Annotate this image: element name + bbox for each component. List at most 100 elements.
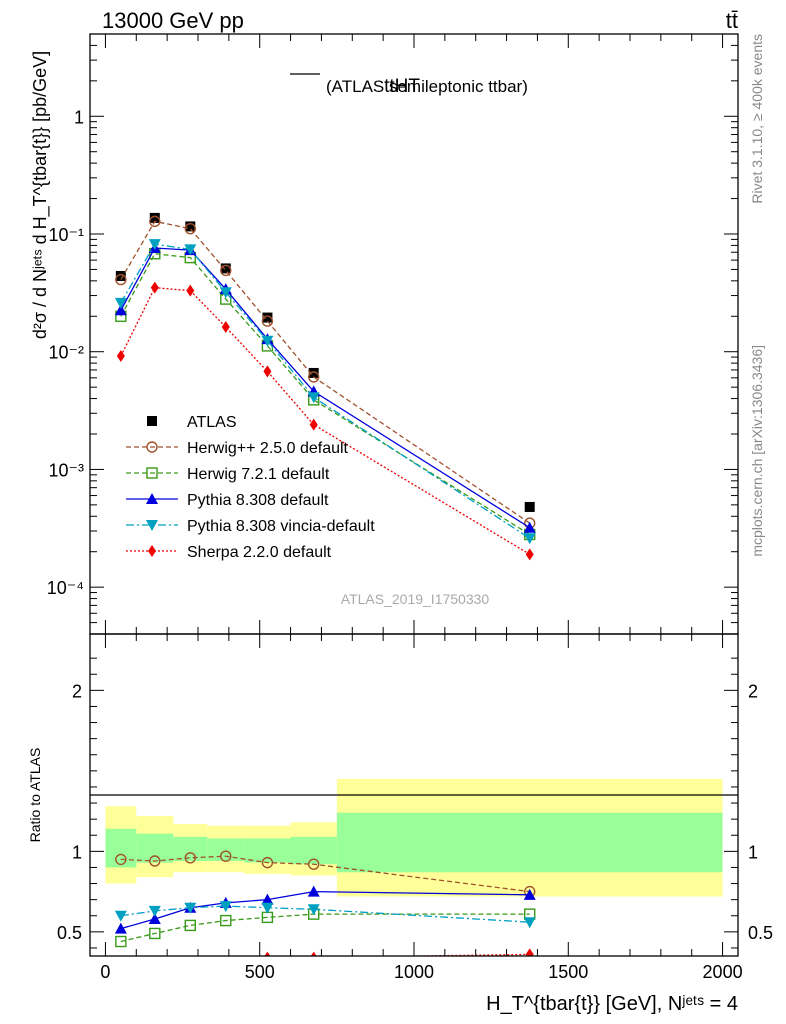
- main-series-point: [115, 273, 127, 286]
- ratio-inner-band: [336, 812, 723, 873]
- ratio-series-point: [184, 852, 196, 864]
- ratio-series-point: [523, 917, 536, 929]
- main-series-point: [186, 284, 195, 297]
- main-series-point: [184, 244, 197, 256]
- main-series-point: [261, 335, 274, 347]
- legend-marker: [147, 416, 157, 426]
- main-series-point: [184, 222, 196, 235]
- x-tick-label: 500: [245, 962, 275, 982]
- x-tick-label: 1500: [548, 962, 588, 982]
- ratio-series-point: [310, 951, 317, 956]
- y-axis-label-ratio: Ratio to ATLAS: [27, 748, 43, 843]
- ratio-series-point: [186, 961, 194, 973]
- main-y-tick-label: 1: [74, 107, 84, 127]
- main-series-point: [263, 365, 272, 378]
- main-y-tick-label: 10⁻¹: [48, 225, 84, 245]
- ratio-axis-ticks: 2 2 1 1 0.5 0.5: [57, 657, 773, 949]
- ratio-series-line: [120, 905, 530, 923]
- main-series-point: [309, 418, 318, 431]
- main-y-tick-label: 10⁻²: [48, 343, 84, 363]
- energy-label: 13000 GeV pp: [102, 8, 244, 33]
- legend-label: Sherpa 2.2.0 default: [187, 544, 332, 561]
- main-series-point: [219, 287, 232, 299]
- ratio-series-point: [117, 973, 125, 985]
- x-tick-label: 0: [100, 962, 110, 982]
- legend-label: ATLAS: [187, 414, 237, 431]
- main-y-tick-label: 10⁻⁴: [47, 578, 84, 598]
- ratio-series-point: [523, 888, 536, 900]
- x-tick-label: 2000: [703, 962, 743, 982]
- ratio-series-point: [222, 956, 230, 968]
- main-series-line: [120, 220, 531, 524]
- ratio-series-point: [149, 855, 161, 867]
- main-series-line: [120, 253, 531, 536]
- ratio-series-point: [261, 902, 274, 914]
- ratio-series-point: [148, 905, 161, 917]
- ratio-series-point: [148, 912, 161, 924]
- main-series-point: [308, 371, 320, 383]
- main-series-point: [524, 501, 535, 512]
- main-panel: 1 10⁻¹ 10⁻² 10⁻³ 10⁻⁴ ttHT (ATLAS semilepton…: [47, 33, 739, 635]
- main-series-point: [185, 221, 196, 232]
- ratio-series-line: [378, 953, 530, 956]
- ratio-series-point: [149, 927, 161, 940]
- main-curves: [114, 212, 536, 561]
- ratio-series-point: [219, 901, 232, 913]
- legend: ATLAS Herwig++ 2.5.0 default Herwig 7.2.1 …: [126, 414, 375, 561]
- main-series-line: [120, 247, 531, 529]
- main-series-point: [308, 367, 319, 378]
- x-axis-label: H_T^{tbar{t}} [GeV], Nʲᵉᵗˢ = 4: [486, 993, 738, 1015]
- main-series-point: [116, 349, 125, 362]
- side-mcplots-label: mcplots.cern.ch [arXiv:1306.3436]: [749, 345, 765, 557]
- ratio-panel: 2 2 1 1 0.5 0.5 0 500 1000 1500 2000: [57, 633, 773, 985]
- ratio-series-line: [120, 855, 530, 893]
- ratio-inner-band: [207, 838, 245, 862]
- ratio-series-point: [114, 922, 127, 934]
- analysis-id: ATLAS_2019_I1750330: [341, 591, 490, 607]
- main-series-point: [221, 321, 230, 334]
- ratio-series-point: [220, 850, 232, 862]
- ratio-uncertainty-bands: [105, 778, 723, 897]
- ratio-inner-band: [136, 833, 174, 863]
- y-axis-label-main: d²σ / d Nʲᵉᵗˢ d H_T^{tbar{t}} [pb/GeV]: [30, 51, 51, 339]
- legend-marker: [146, 467, 158, 479]
- ratio-series-point: [114, 910, 127, 922]
- main-series-point: [262, 312, 273, 323]
- ratio-series-point: [151, 966, 159, 978]
- ratio-series-point: [115, 935, 127, 948]
- ratio-y-tick-label-right: 2: [748, 681, 758, 701]
- ratio-series-point: [261, 893, 274, 905]
- main-axis-ticks: 1 10⁻¹ 10⁻² 10⁻³ 10⁻⁴: [47, 33, 738, 635]
- main-series-point: [114, 304, 127, 316]
- main-series-point: [523, 521, 536, 533]
- ratio-series-point: [184, 919, 196, 932]
- main-series-point: [115, 270, 126, 281]
- ratio-inner-band: [105, 828, 137, 868]
- legend-marker: [146, 493, 158, 504]
- ratio-curves: [114, 850, 536, 985]
- main-series-point: [148, 239, 161, 251]
- ratio-y-tick-label: 1: [72, 842, 82, 862]
- legend-marker: [146, 520, 158, 531]
- legend-label: Pythia 8.308 vincia-default: [187, 518, 375, 535]
- main-series-point: [149, 215, 161, 228]
- main-series-point: [149, 212, 160, 223]
- main-series-point: [114, 297, 127, 309]
- legend-label: Herwig 7.2.1 default: [187, 466, 330, 483]
- main-series-point: [261, 315, 274, 327]
- ratio-series-point: [307, 885, 320, 897]
- main-series-point: [220, 263, 231, 274]
- legend-label: Herwig++ 2.5.0 default: [187, 440, 349, 457]
- main-series-line: [120, 286, 531, 555]
- process-label: tt̄: [726, 8, 738, 33]
- legend-label: Pythia 8.308 default: [187, 492, 329, 509]
- main-series-point: [150, 281, 159, 294]
- main-y-tick-label: 10⁻³: [48, 460, 84, 480]
- ratio-series-point: [308, 858, 320, 870]
- ratio-inner-band: [290, 836, 337, 865]
- ratio-series-point: [264, 951, 271, 956]
- ratio-series-point: [184, 902, 197, 914]
- ratio-y-tick-label-right: 0.5: [748, 923, 773, 943]
- side-rivet-label: Rivet 3.1.10, ≥ 400k events: [749, 34, 765, 204]
